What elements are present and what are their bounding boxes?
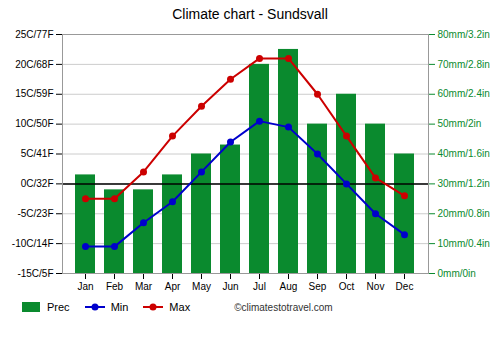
svg-text:Aug: Aug (280, 281, 298, 292)
svg-text:25C/77F: 25C/77F (15, 29, 53, 40)
svg-text:0mm/0in: 0mm/0in (438, 268, 476, 279)
svg-text:Dec: Dec (396, 281, 414, 292)
svg-text:Jun: Jun (222, 281, 238, 292)
svg-text:Apr: Apr (165, 281, 181, 292)
html-text:Climate chart - Sundsvall: Climate chart - Sundsvall (172, 6, 328, 22)
svg-text:10mm/0.4in: 10mm/0.4in (438, 238, 490, 249)
svg-text:10C/50F: 10C/50F (15, 118, 53, 129)
svg-text:-5C/23F: -5C/23F (17, 208, 53, 219)
svg-text:0C/32F: 0C/32F (21, 178, 54, 189)
svg-text:Oct: Oct (339, 281, 355, 292)
svg-text:70mm/2.8in: 70mm/2.8in (438, 59, 490, 70)
svg-text:50mm/2in: 50mm/2in (438, 118, 482, 129)
svg-text:80mm/3.2in: 80mm/3.2in (438, 29, 490, 40)
svg-text:Feb: Feb (106, 281, 124, 292)
html-text:Max: Max (169, 301, 191, 313)
html-text:Min: Min (110, 301, 129, 313)
svg-text:60mm/2.4in: 60mm/2.4in (438, 88, 490, 99)
svg-text:15C/59F: 15C/59F (15, 88, 53, 99)
svg-text:-10C/14F: -10C/14F (12, 238, 54, 249)
svg-text:30mm/1.2in: 30mm/1.2in (438, 178, 490, 189)
svg-text:Jul: Jul (253, 281, 266, 292)
svg-text:Mar: Mar (135, 281, 153, 292)
svg-text:20mm/0.8in: 20mm/0.8in (438, 208, 490, 219)
svg-text:Jan: Jan (77, 281, 93, 292)
svg-text:5C/41F: 5C/41F (21, 148, 54, 159)
svg-text:20C/68F: 20C/68F (15, 59, 53, 70)
svg-text:-15C/5F: -15C/5F (17, 268, 53, 279)
svg-text:40mm/1.6in: 40mm/1.6in (438, 148, 490, 159)
html-text:Prec: Prec (47, 301, 70, 313)
html-text:©climatestotravel.com: ©climatestotravel.com (234, 301, 333, 313)
svg-text:May: May (192, 281, 211, 292)
svg-text:Sep: Sep (309, 281, 327, 292)
svg-text:Nov: Nov (367, 281, 385, 292)
